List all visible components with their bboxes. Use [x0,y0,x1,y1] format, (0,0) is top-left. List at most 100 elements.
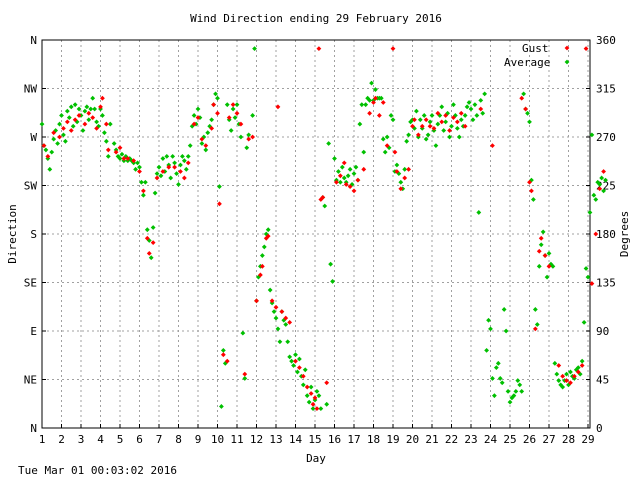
average-point [316,393,322,399]
average-point [449,123,454,129]
y-left-tick-label: N [30,34,37,47]
gust-point [209,125,215,131]
average-point [308,384,314,390]
average-point [310,406,316,411]
average-point [521,91,527,97]
average-point [480,110,486,116]
average-point [599,175,605,181]
average-point [441,128,447,133]
average-point [531,197,536,202]
average-point [536,263,542,269]
average-point [583,266,589,271]
average-point [603,177,608,183]
y-left-tick-label: NE [24,374,37,387]
average-point [283,322,289,327]
average-point [330,279,335,284]
gust-point [355,177,361,183]
gust-point [154,175,160,181]
average-point [456,134,462,140]
average-point [144,227,150,233]
average-point [318,406,324,411]
average-point [501,307,507,312]
average-point [513,388,519,394]
gust-point [297,365,302,371]
x-tick-label: 21 [425,433,438,446]
gust-point [51,130,57,136]
gust-point [82,121,88,127]
gust-point [166,164,172,170]
average-point [468,106,474,112]
average-point [94,119,99,125]
average-point [111,141,117,146]
average-point [281,317,287,323]
x-tick-label: 15 [308,433,321,446]
average-point [388,113,394,118]
average-point [191,113,197,118]
average-point [472,102,478,108]
gust-point [283,315,289,321]
average-point [515,378,521,383]
gust-point [312,395,318,401]
average-point [82,108,88,114]
average-point [107,121,113,127]
average-point [102,130,107,136]
gust-point [451,115,456,120]
x-tick-label: 10 [211,433,224,446]
average-point [92,106,98,112]
gust-point [304,384,310,390]
average-point [390,117,396,123]
gust-point [376,113,382,118]
average-point [556,378,562,383]
average-point [142,179,148,185]
gust-point [242,371,248,377]
average-point [219,404,224,409]
gust-point [527,179,532,185]
x-axis-label: Day [306,452,326,465]
average-point [601,188,606,194]
average-point [462,113,468,118]
average-point [261,244,267,250]
gust-point [259,263,265,269]
average-point [493,365,499,371]
average-series [39,46,608,411]
gust-point [402,175,408,181]
average-point [203,147,209,153]
gust-point [94,125,99,131]
average-point [70,123,76,129]
x-tick-label: 19 [386,433,399,446]
average-point [39,121,45,127]
gust-point [314,406,320,411]
average-point [304,393,310,399]
average-point [220,348,226,353]
gust-point [141,188,146,194]
gust-point [361,166,367,172]
x-tick-label: 3 [78,433,85,446]
average-point [172,160,177,166]
gust-point [341,160,347,166]
average-point [47,166,53,172]
average-point [181,158,187,164]
x-tick-label: 23 [464,433,477,446]
gust-point [105,147,111,153]
gust-point [275,104,281,110]
average-point [499,380,505,386]
average-point [332,156,337,161]
gust-point [324,380,330,386]
average-point [100,113,105,118]
average-point [382,149,388,155]
x-tick-label: 14 [289,433,303,446]
gust-point [597,186,603,192]
average-point [150,225,156,230]
y-left-tick-label: E [30,325,37,338]
average-point [597,182,603,187]
gust-point [293,358,298,364]
average-point [591,192,597,198]
gust-point [230,102,236,108]
average-point [421,113,427,118]
average-point [361,149,367,155]
average-point [552,360,558,366]
gust-point [172,164,177,170]
gust-point [90,115,96,120]
average-point [341,175,347,181]
